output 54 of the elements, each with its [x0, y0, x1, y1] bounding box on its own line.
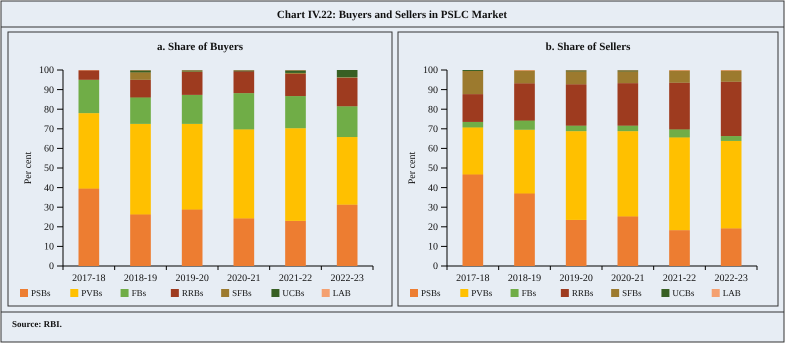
- source-note: Source: RBI.: [12, 319, 62, 329]
- x-tick-label: 2022-23: [330, 273, 364, 284]
- legend-label: PVBs: [81, 288, 103, 298]
- y-tick-label: 10: [44, 242, 54, 253]
- x-tick-label: 2017-18: [72, 273, 106, 284]
- x-tick-label: 2019-20: [175, 273, 209, 284]
- y-tick-label: 30: [44, 202, 54, 214]
- y-tick-label: 100: [423, 65, 438, 76]
- y-axis-title: Per cent: [407, 152, 418, 184]
- y-tick-label: 70: [428, 124, 438, 135]
- y-tick-label: 70: [44, 124, 54, 135]
- y-tick-label: 90: [428, 84, 438, 96]
- y-tick-label: 50: [44, 163, 54, 174]
- x-tick-label: 2019-20: [559, 273, 593, 284]
- y-tick-label: 20: [44, 222, 54, 233]
- x-tick-label: 2022-23: [714, 273, 748, 284]
- x-tick-label: 2018-19: [508, 273, 542, 284]
- y-tick-label: 0: [49, 261, 54, 272]
- y-axis-title: Per cent: [23, 152, 34, 184]
- y-tick-label: 40: [44, 182, 54, 194]
- y-tick-label: 60: [44, 144, 54, 155]
- legend-label: RRBs: [572, 288, 594, 298]
- x-tick-label: 2021-22: [662, 273, 696, 284]
- y-tick-label: 80: [428, 104, 438, 116]
- y-tick-label: 60: [428, 144, 438, 155]
- legend-label: RRBs: [182, 288, 204, 298]
- legend-label: FBs: [522, 288, 537, 298]
- y-tick-label: 30: [428, 202, 438, 214]
- legend-label: LAB: [722, 288, 741, 298]
- legend-label: PSBs: [421, 288, 442, 298]
- x-tick-label: 2020-21: [611, 273, 645, 284]
- legend-label: FBs: [132, 288, 147, 298]
- legend-label: PVBs: [471, 288, 493, 298]
- x-tick-label: 2018-19: [124, 273, 158, 284]
- y-tick-label: 80: [44, 104, 54, 116]
- legend-label: UCBs: [282, 288, 305, 298]
- y-tick-label: 40: [428, 182, 438, 194]
- chart-title: b. Share of Sellers: [546, 41, 632, 53]
- legend-label: UCBs: [672, 288, 695, 298]
- y-tick-label: 10: [428, 242, 438, 253]
- chart-title: a. Share of Buyers: [157, 41, 244, 53]
- y-tick-label: 50: [428, 163, 438, 174]
- x-tick-label: 2017-18: [456, 273, 490, 284]
- legend-label: SFBs: [232, 288, 252, 298]
- legend-label: LAB: [332, 288, 351, 298]
- x-tick-label: 2020-21: [227, 273, 261, 284]
- y-tick-label: 100: [39, 65, 54, 76]
- y-tick-label: 0: [433, 261, 438, 272]
- legend-label: PSBs: [31, 288, 52, 298]
- y-tick-label: 20: [428, 222, 438, 233]
- x-tick-label: 2021-22: [278, 273, 312, 284]
- y-tick-label: 90: [44, 84, 54, 96]
- text: Chart IV.22: Buyers and Sellers in PSLC Market: [276, 9, 508, 21]
- legend-label: SFBs: [622, 288, 642, 298]
